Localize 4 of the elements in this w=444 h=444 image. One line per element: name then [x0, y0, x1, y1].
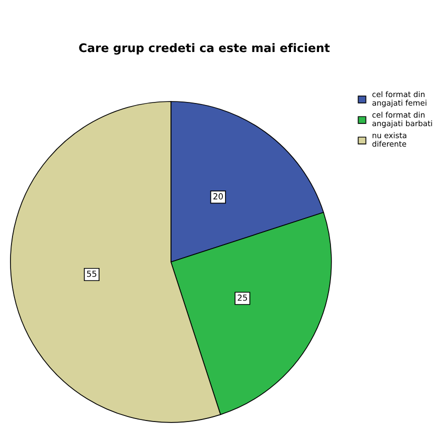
data-label: 55	[87, 270, 96, 277]
data-label: 25	[238, 294, 247, 301]
chart-title: Care grup credeti ca este mai eficient	[79, 43, 330, 55]
data-label: 20	[213, 193, 223, 200]
